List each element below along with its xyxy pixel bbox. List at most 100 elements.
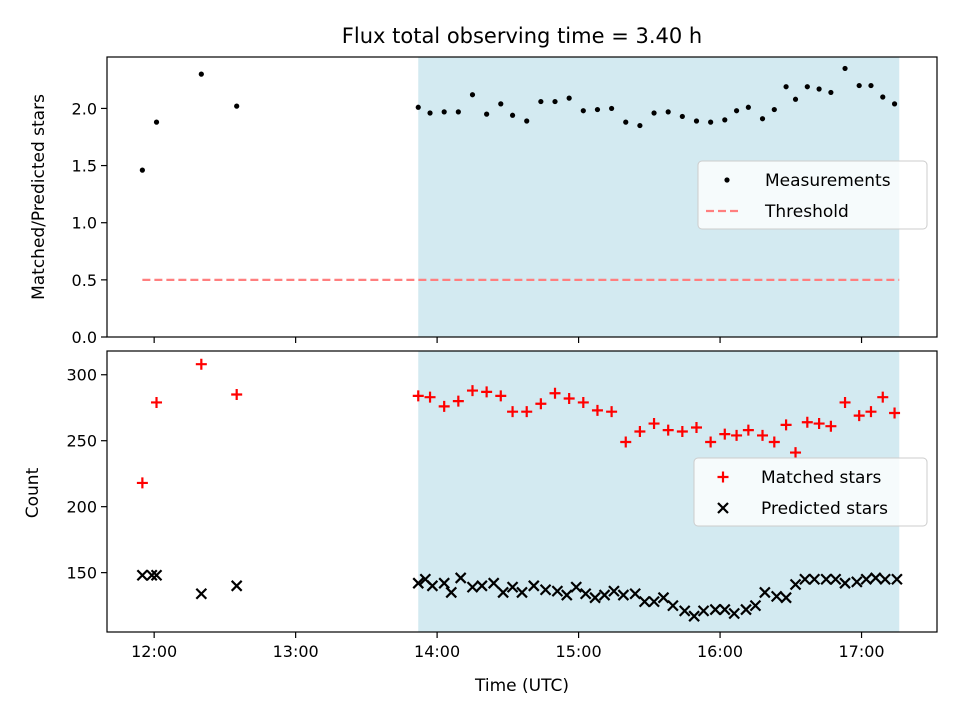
x-tick-label: 16:00 [697,642,743,661]
bottom-series-1 [136,358,901,489]
matched-point [466,385,478,397]
measurement-point [427,110,433,116]
figure-title: Flux total observing time = 3.40 h [342,24,702,48]
predicted-point [150,569,163,582]
measurement-point [759,116,766,122]
bottom-y-tick-label: 250 [66,432,97,451]
matched-point [634,425,646,437]
predicted-point [799,573,811,586]
measurement-point [566,95,572,101]
predicted-point [839,577,851,589]
measurement-point [498,101,504,107]
predicted-point [561,589,573,601]
predicted-point [719,603,731,616]
legend-marker-predicted [717,502,729,514]
matched-point [606,406,618,418]
predicted-point [195,587,208,600]
measurement-point [623,119,629,125]
measurement-point [524,118,530,124]
measurement-point [745,104,751,110]
top-y-tick-label: 1.5 [72,157,97,176]
predicted-point [230,580,243,592]
matched-point [563,392,575,404]
matched-point [705,436,717,448]
matched-point [136,477,148,489]
measurement-point [792,96,799,102]
predicted-point [829,573,842,586]
predicted-point [697,605,710,617]
x-tick-label: 13:00 [273,642,319,661]
measurement-point [139,167,145,173]
matched-point [813,418,825,430]
matched-point [768,436,780,448]
measurement-point [804,84,810,90]
matched-point [151,396,163,408]
predicted-point [808,573,821,586]
measurement-point [771,106,777,113]
measurement-point [198,71,204,77]
measurement-point [679,113,685,120]
legend-box [693,457,928,527]
matched-point [662,424,674,436]
predicted-point [466,581,479,593]
top-legend: Measurements Threshold [697,160,928,230]
predicted-point [770,590,783,603]
top-panel: Matched/Predicted stars 0.0 0.5 1.0 1.5 2.0 M… [29,56,938,347]
legend-label: Matched stars [761,468,881,488]
matched-point [889,407,901,419]
x-tick-label: 12:00 [131,642,177,661]
measurement-point [441,109,447,115]
matched-point [591,404,603,416]
matched-point [825,420,837,432]
matched-point [648,418,660,430]
measurement-point [733,108,740,114]
measurement-point [891,101,898,107]
measurement-point [469,92,476,98]
predicted-point [426,580,439,592]
predicted-point [506,581,519,593]
x-tick-label: 14:00 [414,642,460,661]
measurement-point [637,122,643,129]
predicted-point [579,587,592,600]
matched-point [577,396,589,408]
predicted-point [780,591,792,604]
predicted-point [688,610,700,622]
predicted-point [617,589,630,601]
measurement-point [842,65,848,72]
x-tick-label: 15:00 [556,642,602,661]
predicted-point [629,587,641,600]
predicted-point [678,605,691,617]
matched-point [412,390,424,402]
predicted-point [570,581,583,593]
matched-point [877,391,889,403]
measurement-point [783,84,789,90]
measurement-point [693,118,700,124]
bottom-y-tick-label: 200 [66,498,97,517]
matched-point [853,410,865,422]
measurement-point [816,86,822,92]
predicted-point [516,586,528,599]
matched-point [676,425,688,437]
predicted-point [667,599,679,612]
predicted-point [598,589,611,601]
predicted-point [749,599,762,612]
matched-point [742,424,754,436]
predicted-point [476,580,488,592]
measurement-point [665,109,671,115]
predicted-point [146,569,158,582]
predicted-point [487,577,500,589]
predicted-point [454,572,467,584]
predicted-point [740,603,752,616]
predicted-point [648,595,660,608]
bottom-axes-frame [106,350,938,633]
top-y-tick-label: 2.0 [72,99,97,118]
matched-point [865,406,877,418]
measurement-point [415,104,421,110]
matched-point [195,358,207,370]
predicted-point [728,607,740,620]
predicted-point [759,586,771,599]
bottom-panel: Count Time (UTC) 150 200 250 300 12:00 13:00 1… [23,350,938,696]
matched-point [481,386,493,398]
legend-label: Predicted stars [761,499,888,519]
